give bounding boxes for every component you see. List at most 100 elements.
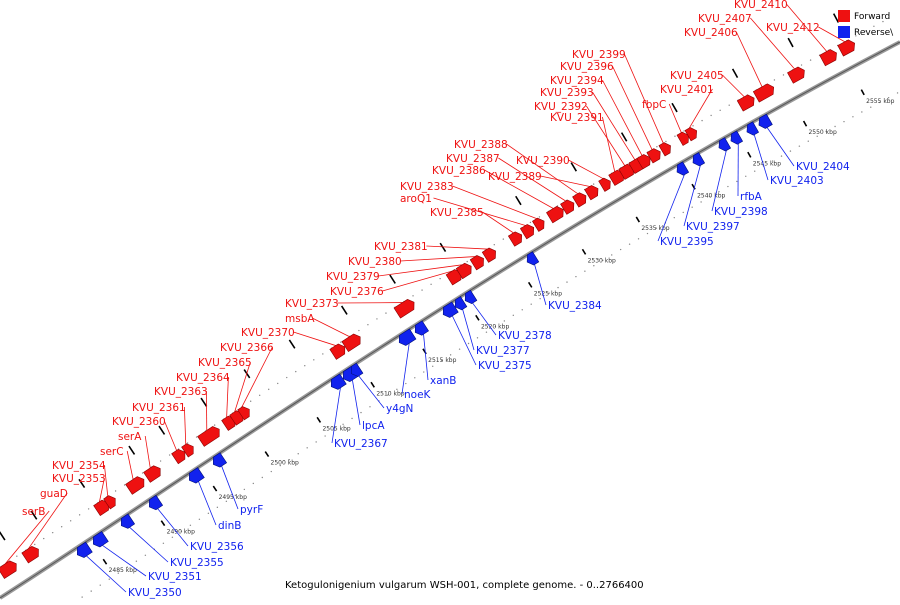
reverse-gene-label: KVU_2377 xyxy=(476,345,530,357)
reverse-gene-label: KVU_2375 xyxy=(478,360,532,372)
reverse-gene-label: xanB xyxy=(430,375,457,387)
reverse-gene-label: lpcA xyxy=(362,420,385,432)
reverse-gene-label: dinB xyxy=(218,520,241,532)
forward-gene-block[interactable] xyxy=(172,449,185,463)
gene-blocks[interactable] xyxy=(0,40,855,579)
reverse-gene-block[interactable] xyxy=(351,363,363,376)
kbp-tick-label: 2545 kbp xyxy=(753,160,781,167)
forward-gene-label: KVU_2366 xyxy=(220,342,274,354)
reverse-gene-block[interactable] xyxy=(465,290,477,303)
forward-gene-label: KVU_2379 xyxy=(326,271,380,283)
forward-gene-label: KVU_2383 xyxy=(400,181,454,193)
reverse-gene-label: noeK xyxy=(404,389,432,401)
forward-gene-label: KVU_2393 xyxy=(540,87,594,99)
forward-gene-label: KVU_2392 xyxy=(534,101,588,113)
forward-gene-label: KVU_2365 xyxy=(198,357,252,369)
forward-gene-label: KVU_2399 xyxy=(572,49,626,61)
forward-gene-label: KVU_2407 xyxy=(698,13,752,25)
reverse-gene-label: KVU_2350 xyxy=(128,587,182,599)
forward-gene-label: KVU_2387 xyxy=(446,153,500,165)
kbp-tick-label: 2510 kbp xyxy=(376,390,404,397)
legend-reverse-label: Reverse\ xyxy=(854,28,894,38)
forward-gene-label: KVU_2394 xyxy=(550,75,604,87)
forward-gene-label: KVU_2412 xyxy=(766,22,820,34)
forward-gene-block[interactable] xyxy=(838,40,855,56)
reverse-gene-label: KVU_2356 xyxy=(190,541,244,553)
forward-gene-label: serC xyxy=(100,446,124,458)
reverse-gene-label: pyrF xyxy=(240,504,263,516)
kbp-tick-label: 2540 kbp xyxy=(697,192,725,199)
forward-gene-block[interactable] xyxy=(482,248,495,262)
forward-gene-label: KVU_2373 xyxy=(285,298,339,310)
legend: Forward Reverse\ xyxy=(838,10,894,38)
forward-gene-block[interactable] xyxy=(330,344,345,360)
kbp-tick-label: 2515 kbp xyxy=(428,357,456,364)
forward-gene-label: KVU_2361 xyxy=(132,402,186,414)
reverse-gene-label: KVU_2351 xyxy=(148,571,202,583)
reverse-gene-block[interactable] xyxy=(527,252,539,265)
forward-gene-block[interactable] xyxy=(470,255,483,269)
gene-labels: serBguaDKVU_2353KVU_2354serCserAKVU_2360… xyxy=(22,0,850,599)
forward-gene-block[interactable] xyxy=(126,477,144,495)
forward-gene-label: serB xyxy=(22,506,45,518)
forward-gene-label: KVU_2386 xyxy=(432,165,486,177)
forward-gene-block[interactable] xyxy=(753,84,773,102)
reverse-gene-label: KVU_2404 xyxy=(796,161,850,173)
forward-gene-label: KVU_2354 xyxy=(52,460,106,472)
forward-gene-label: KVU_2405 xyxy=(670,70,724,82)
forward-gene-label: KVU_2376 xyxy=(330,286,384,298)
reverse-gene-label: KVU_2403 xyxy=(770,175,824,187)
forward-gene-block[interactable] xyxy=(508,232,521,246)
forward-gene-label: KVU_2391 xyxy=(550,112,604,124)
reverse-gene-label: KVU_2378 xyxy=(498,330,552,342)
forward-gene-block[interactable] xyxy=(820,50,837,66)
forward-gene-label: msbA xyxy=(285,313,315,325)
legend-forward-swatch xyxy=(838,10,850,22)
reverse-gene-block[interactable] xyxy=(719,138,731,151)
forward-gene-block[interactable] xyxy=(394,299,414,318)
forward-gene-block[interactable] xyxy=(573,193,586,207)
reverse-gene-block[interactable] xyxy=(747,122,759,135)
kbp-tick-label: 2530 kbp xyxy=(588,257,616,264)
reverse-gene-label: KVU_2395 xyxy=(660,236,714,248)
reverse-gene-block[interactable] xyxy=(399,329,416,346)
forward-gene-label: KVU_2360 xyxy=(112,416,166,428)
genome-caption: Ketogulonigenium vulgarum WSH-001, compl… xyxy=(285,580,644,591)
forward-gene-block[interactable] xyxy=(144,466,161,483)
forward-gene-label: KVU_2389 xyxy=(488,171,542,183)
kbp-tick-label: 2500 kbp xyxy=(271,460,299,467)
forward-gene-block[interactable] xyxy=(198,426,220,446)
forward-gene-block[interactable] xyxy=(520,224,533,238)
leader-lines xyxy=(5,4,844,592)
forward-gene-block[interactable] xyxy=(22,546,39,563)
forward-gene-label: KVU_2396 xyxy=(560,61,614,73)
forward-gene-block[interactable] xyxy=(532,218,544,231)
forward-gene-label: KVU_2370 xyxy=(241,327,295,339)
forward-gene-label: KVU_2380 xyxy=(348,256,402,268)
forward-gene-block[interactable] xyxy=(0,561,16,579)
reverse-gene-label: rfbA xyxy=(740,191,763,203)
forward-gene-label: KVU_2381 xyxy=(374,241,428,253)
forward-gene-label: KVU_2353 xyxy=(52,473,106,485)
reverse-gene-block[interactable] xyxy=(677,162,689,175)
reverse-gene-label: y4gN xyxy=(386,403,413,415)
reverse-gene-label: KVU_2355 xyxy=(170,557,224,569)
forward-gene-block[interactable] xyxy=(659,143,671,156)
forward-gene-block[interactable] xyxy=(599,178,611,191)
forward-gene-block[interactable] xyxy=(787,67,804,83)
forward-gene-label: guaD xyxy=(40,488,68,500)
reverse-gene-block[interactable] xyxy=(693,153,705,166)
kbp-tick-label: 2555 kbp xyxy=(866,98,894,105)
kbp-tick-label: 2485 kbp xyxy=(109,567,137,574)
forward-gene-label: KVU_2385 xyxy=(430,207,484,219)
forward-gene-label: KVU_2390 xyxy=(516,155,570,167)
forward-gene-block[interactable] xyxy=(737,95,754,111)
forward-gene-label: KVU_2363 xyxy=(154,386,208,398)
forward-gene-label: fbpC xyxy=(642,99,666,111)
legend-reverse-swatch xyxy=(838,26,850,38)
forward-gene-block[interactable] xyxy=(585,185,598,199)
reverse-gene-block[interactable] xyxy=(731,131,743,144)
forward-gene-block[interactable] xyxy=(546,206,563,222)
